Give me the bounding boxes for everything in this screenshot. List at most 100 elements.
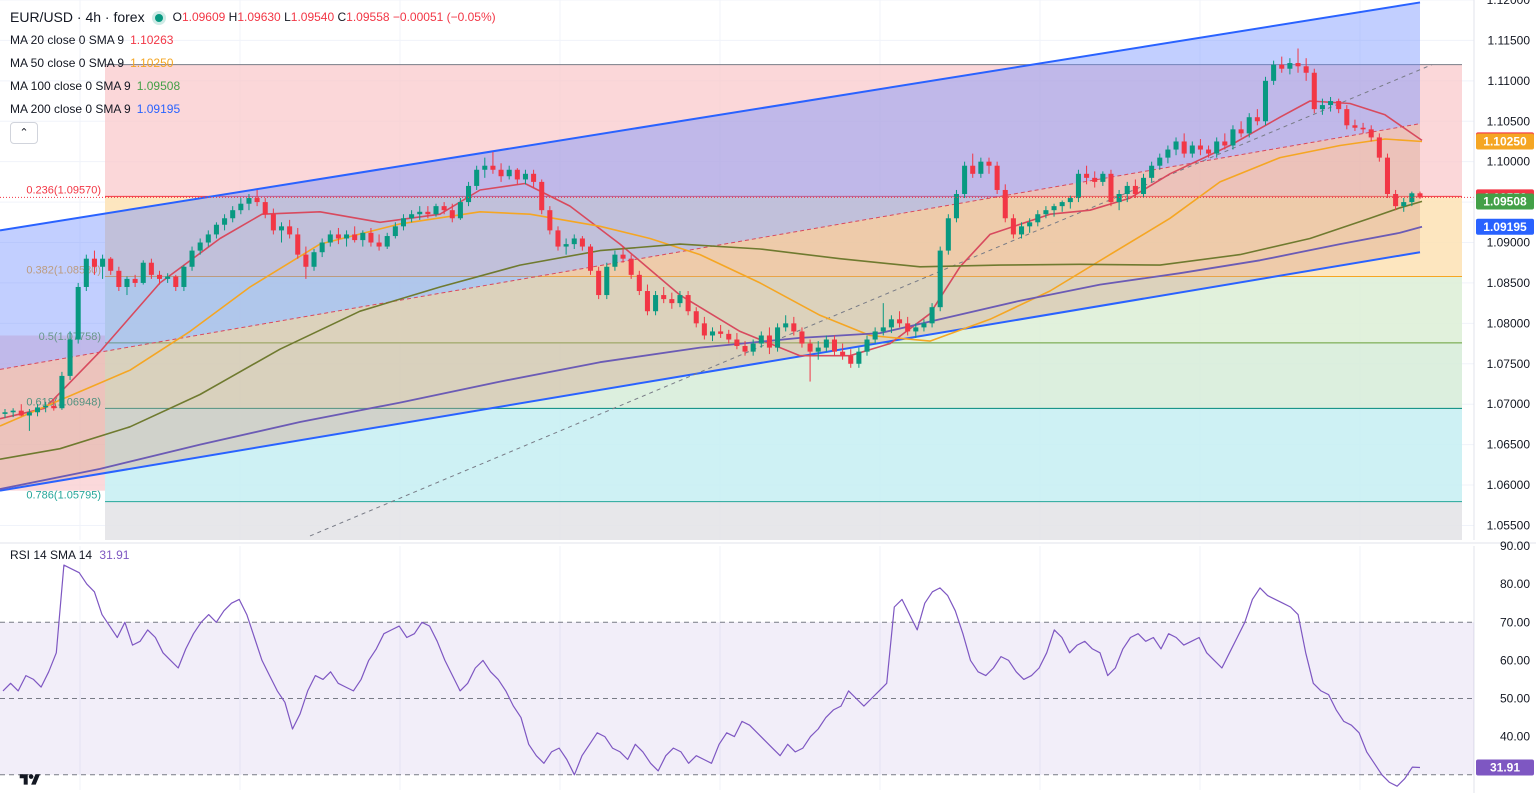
candle xyxy=(1132,179,1138,199)
candle-body xyxy=(571,238,577,245)
candle-body xyxy=(254,198,260,203)
candle-body xyxy=(1230,129,1236,146)
candle xyxy=(189,246,195,271)
price-axis-tick: 1.08000 xyxy=(1487,316,1531,330)
candle-body xyxy=(156,274,163,279)
indicator-value: 1.10250 xyxy=(130,56,174,70)
candle-body xyxy=(376,242,382,247)
candle xyxy=(612,250,618,271)
candles xyxy=(2,48,1423,431)
candle xyxy=(457,198,463,220)
candle-body xyxy=(83,258,89,287)
candle xyxy=(1124,181,1130,203)
candle-body xyxy=(441,206,447,211)
candle-body xyxy=(1019,226,1025,235)
candle xyxy=(514,168,520,185)
candle xyxy=(1035,210,1041,227)
candle xyxy=(1092,171,1098,188)
candle xyxy=(327,230,333,247)
candle xyxy=(734,333,740,350)
price-badge: 1.09195 xyxy=(1476,218,1534,235)
candle-body xyxy=(823,339,829,348)
candle-body xyxy=(1189,145,1195,154)
candle-body xyxy=(1376,137,1382,158)
candle xyxy=(1140,173,1147,199)
candle xyxy=(335,227,341,245)
candle xyxy=(392,222,398,239)
candle-body xyxy=(758,335,764,344)
fib-zone xyxy=(105,408,1462,502)
indicator-ma50[interactable]: MA 50 close 0 SMA 9 1.10250 xyxy=(10,52,496,75)
candle-body xyxy=(425,211,431,215)
candle xyxy=(1116,189,1122,211)
rsi-legend[interactable]: RSI 14 SMA 14 31.91 xyxy=(10,548,129,562)
indicator-ma20[interactable]: MA 20 close 0 SMA 9 1.10263 xyxy=(10,29,496,52)
candle xyxy=(709,327,716,342)
candle-body xyxy=(368,232,374,243)
candle-body xyxy=(43,405,49,408)
candle xyxy=(685,291,691,316)
candle-body xyxy=(1092,177,1098,182)
candle xyxy=(319,238,325,258)
price-axis-tick: 1.11500 xyxy=(1488,33,1531,47)
candle xyxy=(937,246,943,312)
candle xyxy=(823,335,829,352)
candle xyxy=(775,323,781,352)
parallel-channel xyxy=(0,1,1433,537)
candle-body xyxy=(1336,101,1342,110)
candle xyxy=(1384,153,1390,199)
candle-body xyxy=(311,252,317,267)
chart-legend: EUR/USD · 4h · forex O1.09609 H1.09630 L… xyxy=(10,6,496,121)
price-axis-tick: 1.07000 xyxy=(1487,397,1531,411)
candle xyxy=(1197,139,1203,156)
indicator-ma200[interactable]: MA 200 close 0 SMA 9 1.09195 xyxy=(10,98,496,121)
candle xyxy=(1149,161,1155,182)
candle-body xyxy=(750,343,756,352)
candle xyxy=(1393,189,1399,211)
candle-body xyxy=(51,405,57,409)
symbol-title[interactable]: EUR/USD · 4h · forex xyxy=(10,9,145,25)
fib-level-label: 0.236(1.09570) xyxy=(26,184,101,196)
candle xyxy=(994,161,1000,195)
candle xyxy=(766,327,772,355)
candle-body xyxy=(417,211,423,215)
candle-body xyxy=(1311,72,1317,110)
candle-body xyxy=(1287,63,1293,69)
price-axis: 1.12000 1.11500 1.11000 1.10500 1.10000 1.095… xyxy=(1473,0,1536,793)
fib-zone-0-0.236 xyxy=(105,64,1462,197)
candle xyxy=(1328,97,1334,112)
candle-body xyxy=(856,351,862,364)
candle xyxy=(311,248,317,271)
candle xyxy=(287,219,293,239)
candle-body xyxy=(783,323,789,328)
candle xyxy=(1279,56,1285,73)
price-axis-tick: 1.06500 xyxy=(1487,438,1531,452)
candle xyxy=(661,286,667,304)
candle-body xyxy=(173,276,179,287)
chevron-up-icon: ⌃ xyxy=(19,127,29,139)
close-value: 1.09558 xyxy=(346,10,390,24)
candle xyxy=(1067,195,1073,209)
candle xyxy=(230,206,236,223)
candle xyxy=(466,181,472,207)
fib-zone-extension xyxy=(0,335,105,491)
candle xyxy=(26,409,32,431)
candle xyxy=(140,260,146,285)
candle-body xyxy=(1084,173,1090,178)
candle-body xyxy=(213,224,219,235)
candle-body xyxy=(1222,141,1228,146)
candle-body xyxy=(2,412,8,414)
candle-body xyxy=(1140,177,1147,195)
candle xyxy=(1287,58,1293,75)
tradingview-logo-icon[interactable] xyxy=(18,772,42,788)
candle-body xyxy=(498,169,504,177)
collapse-legend-button[interactable]: ⌃ xyxy=(10,122,38,144)
indicator-ma100[interactable]: MA 100 close 0 SMA 9 1.09508 xyxy=(10,75,496,98)
candle xyxy=(1376,133,1382,162)
candle xyxy=(815,341,821,360)
candle-body xyxy=(1100,173,1106,182)
candle xyxy=(620,246,626,263)
candle-body xyxy=(831,339,838,352)
candle xyxy=(10,408,16,418)
